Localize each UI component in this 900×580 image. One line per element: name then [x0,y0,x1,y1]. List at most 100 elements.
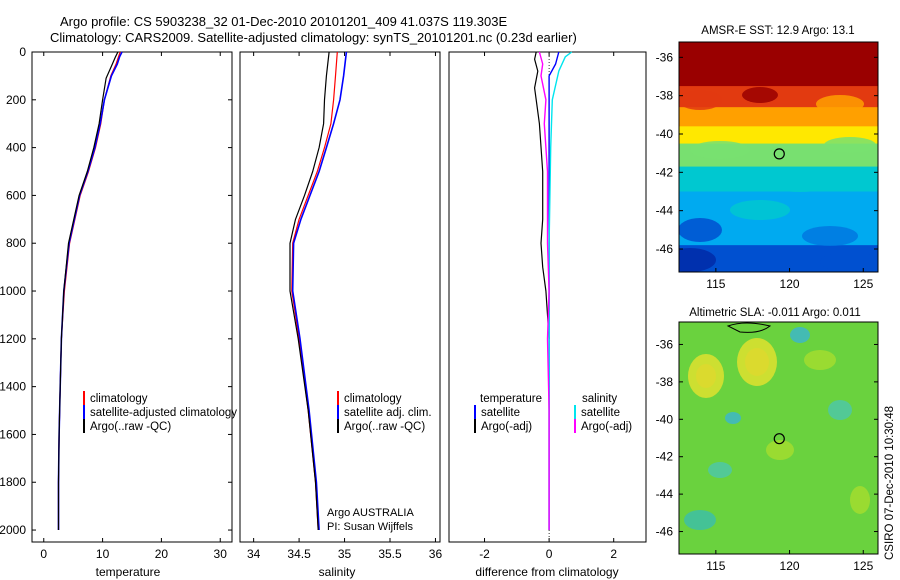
y-tick-label: 0 [19,45,26,59]
sla-texture-patch [737,338,777,386]
legend-label-satellite: satellite-adjusted climatology [90,407,237,419]
longitude-label: 115 [706,277,725,291]
sst-texture-patch [690,141,750,159]
sla-map-longitude-labels: 115 120 125 [706,550,874,573]
latitude-label: -38 [656,375,674,389]
sst-texture-patch [679,248,716,272]
sst-texture-patch [816,95,864,113]
latitude-label: -42 [656,450,674,464]
legend-label-satellite: satellite adj. clim. [344,407,432,419]
y-tick-label: 600 [6,188,26,202]
salinity-axes-frame [239,51,441,543]
series-line-temperature-argo-adj [533,51,550,339]
sst-texture-patch [766,172,834,192]
difference-x-axis-label: difference from climatology [475,565,618,579]
x-tick-label: 0 [40,547,47,561]
y-tick-label: 1600 [0,427,26,441]
legend-label-argo: Argo(..raw -QC) [90,421,171,433]
sla-texture-patch [828,400,852,420]
temperature-axes-frame [31,51,233,543]
sst-map-latitude-labels: -36 -38 -40 -42 -44 -46 [656,50,878,256]
temperature-x-tick-labels: 0 10 20 30 [40,52,227,561]
temperature-x-axis-label: temperature [96,565,161,579]
legend-label-salinity-argo: Argo(-adj) [581,421,632,433]
longitude-label: 115 [706,559,725,573]
sla-map-frame [678,321,879,555]
series-line-salinity-satellite [548,51,573,530]
legend-title-salinity: salinity [582,393,617,405]
latitude-label: -36 [656,50,674,64]
latitude-label: -40 [656,127,674,141]
y-tick-label: 2000 [0,523,26,537]
y-tick-label: 1000 [0,284,26,298]
y-tick-label: 1800 [0,475,26,489]
sla-contour-line [726,322,772,333]
latitude-label: -46 [656,525,674,539]
difference-axes-frame [448,51,647,543]
sst-texture-patch [820,252,878,272]
legend-label-argo: Argo(..raw -QC) [344,421,425,433]
x-tick-label: 0 [546,547,553,561]
sst-map-image [679,42,878,272]
longitude-label: 120 [780,559,800,573]
latitude-label: -36 [656,337,674,351]
sst-texture-patch [730,200,790,220]
sla-map-panel: Altimetric SLA: -0.011 Argo: 0.011 -36 -3… [656,307,879,573]
sst-texture-patch [802,226,858,246]
longitude-label: 125 [853,559,873,573]
sla-texture-patch [725,412,741,424]
x-tick-label: 30 [214,547,228,561]
sla-texture-patch [804,350,836,370]
difference-panel: -2 0 2 difference from climatology tempera… [448,51,647,579]
argo-float-marker [773,433,785,445]
x-tick-label: 34 [247,547,261,561]
y-tick-label: 200 [6,93,26,107]
longitude-label: 125 [853,277,873,291]
y-tick-label: 1200 [0,332,26,346]
difference-series-lines [533,51,573,530]
x-tick-label: 2 [610,547,617,561]
x-tick-label: 36 [429,547,443,561]
legend-label-climatology: climatology [90,393,148,405]
sst-band [679,126,878,145]
series-line-satellite-adj-clim [291,51,348,531]
difference-legend: temperature salinity satellite Argo(-adj… [474,393,632,433]
salinity-series-lines [289,51,348,531]
salinity-legend: climatology satellite adj. clim. Argo(..… [337,391,432,433]
y-tick-label: 400 [6,141,26,155]
legend-label-temperature-argo: Argo(-adj) [481,421,532,433]
x-tick-label: -2 [479,547,490,561]
sla-map-image [679,322,878,554]
legend-label-salinity-satellite: satellite [581,407,620,419]
figure-title-line2: Climatology: CARS2009. Satellite-adjuste… [50,30,577,45]
x-tick-label: 35 [338,547,352,561]
legend-label-climatology: climatology [344,393,402,405]
sst-texture-patch [824,137,876,153]
x-tick-label: 35.5 [378,547,402,561]
sla-map-title: Altimetric SLA: -0.011 Argo: 0.011 [689,307,861,319]
side-credit-label: CSIRO 07-Dec-2010 10:30:48 [884,406,896,560]
y-tick-label: 1400 [0,380,26,394]
data-source-annotation: Argo AUSTRALIA [327,507,414,519]
sla-texture-patch [708,462,732,478]
sst-texture-patch [679,218,722,242]
sla-texture-patch [850,486,870,514]
salinity-x-tick-labels: 34 34.5 35 35.5 36 [247,52,442,561]
latitude-label: -42 [656,165,674,179]
sst-texture-patch [679,90,722,110]
sst-texture-patch [742,87,778,103]
sla-texture-patch [688,354,724,398]
sst-band [679,42,878,88]
legend-label-temperature-satellite: satellite [481,407,520,419]
temperature-y-tick-labels: 0 200 400 600 800 1000 1200 1400 1600 1800 2000 [0,45,232,537]
sst-map-panel: AMSR-E SST: 12.9 Argo: 13.1 -36 -38 -40 -42… [656,25,879,291]
latitude-label: -44 [656,487,674,501]
argo-float-marker [773,148,785,160]
salinity-panel: 34 34.5 35 35.5 36 salinity climatology sate… [239,51,442,579]
sst-band [679,107,878,128]
temperature-series-lines [57,51,123,530]
temperature-legend: climatology satellite-adjusted climatolo… [83,391,237,433]
y-tick-label: 800 [6,236,26,250]
x-tick-label: 10 [96,547,110,561]
